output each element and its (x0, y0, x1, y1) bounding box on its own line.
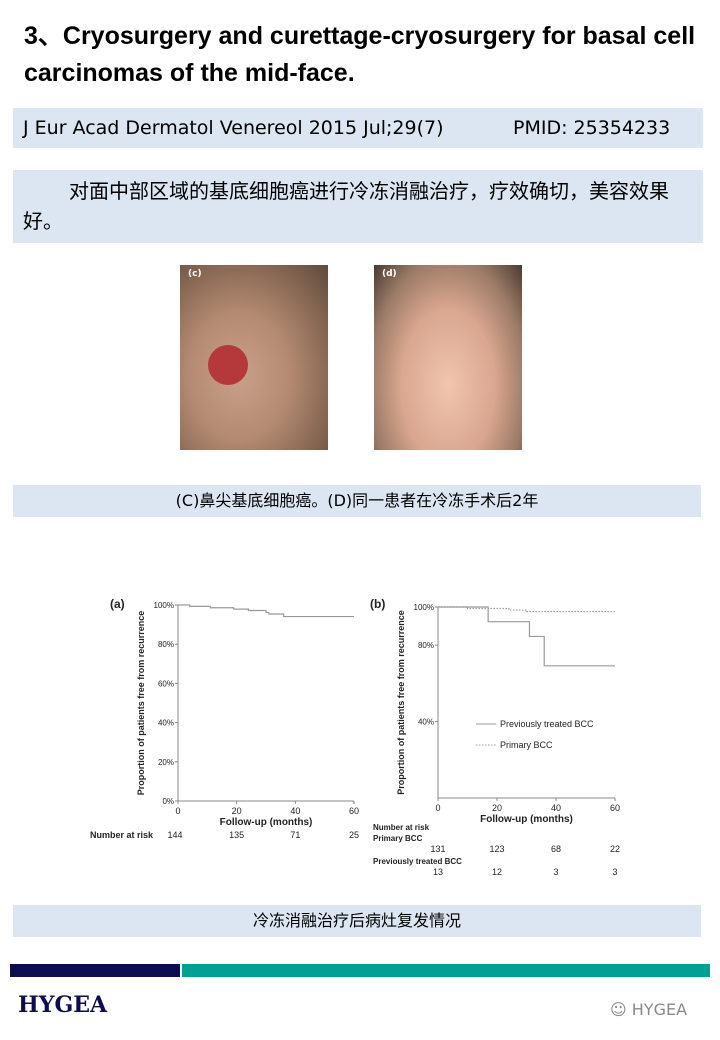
y-tick-label: 80% (158, 640, 174, 649)
series-line (438, 606, 615, 667)
x-tick-label: 60 (349, 806, 359, 816)
footer-bar-navy (10, 964, 180, 977)
x-tick-label: 0 (435, 803, 440, 813)
y-tick-label: 20% (158, 758, 174, 767)
summary-text: 对面中部区域的基底细胞癌进行冷冻消融治疗，疗效确切，美容效果好。 (23, 179, 669, 233)
risk-label: Number at risk (90, 830, 154, 840)
y-tick-label: 0% (162, 797, 174, 806)
risk-value: 135 (229, 830, 244, 840)
watermark: ☺ HYGEA (610, 1000, 688, 1019)
y-tick-label: 100% (414, 603, 434, 612)
x-tick-label: 40 (290, 806, 300, 816)
photo-label-d: (d) (382, 269, 397, 279)
y-tick-label: 40% (418, 718, 434, 727)
lesion (208, 345, 248, 385)
x-tick-label: 60 (610, 803, 620, 813)
summary-box: 对面中部区域的基底细胞癌进行冷冻消融治疗，疗效确切，美容效果好。 (13, 170, 703, 243)
citation-box: J Eur Acad Dermatol Venereol 2015 Jul;29… (13, 108, 703, 148)
risk-value: 131 (430, 844, 445, 854)
survival-charts: (a) 0 20 40 60 0% 20% 40% 60% 80% 100% Follow-up (m… (90, 597, 620, 877)
slide-title: 3、Cryosurgery and curettage-cryosurgery … (24, 22, 696, 87)
journal-citation: J Eur Acad Dermatol Venereol 2015 Jul;29… (23, 117, 444, 139)
series-line (438, 606, 615, 613)
chart-caption: 冷冻消融治疗后病灶复发情况 (13, 905, 701, 937)
risk-group-name: Previously treated BCC (373, 857, 462, 866)
photo-before: (c) (180, 265, 328, 450)
risk-value: 144 (167, 830, 182, 840)
hygea-logo: HYGEA (18, 992, 108, 1018)
panel-label: (a) (110, 597, 125, 611)
risk-value: 12 (492, 867, 502, 877)
legend-label: Primary BCC (500, 740, 553, 750)
risk-value: 71 (290, 830, 300, 840)
y-tick-label: 60% (158, 679, 174, 688)
photo-caption: (C)鼻尖基底细胞癌。(D)同一患者在冷冻手术后2年 (13, 485, 701, 517)
y-tick-label: 40% (158, 719, 174, 728)
x-axis-label: Follow-up (months) (480, 814, 573, 825)
photo-label-c: (c) (188, 269, 202, 279)
pmid: PMID: 25354233 (513, 117, 671, 139)
panel-label: (b) (370, 597, 385, 611)
footer-bar-teal (182, 964, 710, 977)
risk-value: 123 (489, 844, 504, 854)
legend-label: Previously treated BCC (500, 719, 594, 729)
risk-value: 68 (551, 844, 561, 854)
series-line (178, 604, 354, 618)
wechat-icon: ☺ (610, 1000, 632, 1019)
x-tick-label: 0 (175, 806, 180, 816)
risk-value: 13 (433, 867, 443, 877)
risk-value: 3 (553, 867, 558, 877)
risk-group-name: Primary BCC (373, 834, 423, 843)
y-tick-label: 80% (418, 641, 434, 650)
y-axis-label: Proportion of patients free from recurre… (136, 611, 146, 796)
y-tick-label: 100% (154, 601, 174, 610)
risk-value: 3 (612, 867, 617, 877)
photo-after: (d) (374, 265, 522, 450)
x-tick-label: 40 (551, 803, 561, 813)
risk-value: 25 (349, 830, 359, 840)
x-axis-label: Follow-up (months) (220, 817, 313, 828)
x-tick-label: 20 (232, 806, 242, 816)
risk-value: 22 (610, 844, 620, 854)
risk-label: Number at risk (373, 823, 430, 832)
y-axis-label: Proportion of patients free from recurre… (396, 610, 406, 795)
x-tick-label: 20 (492, 803, 502, 813)
